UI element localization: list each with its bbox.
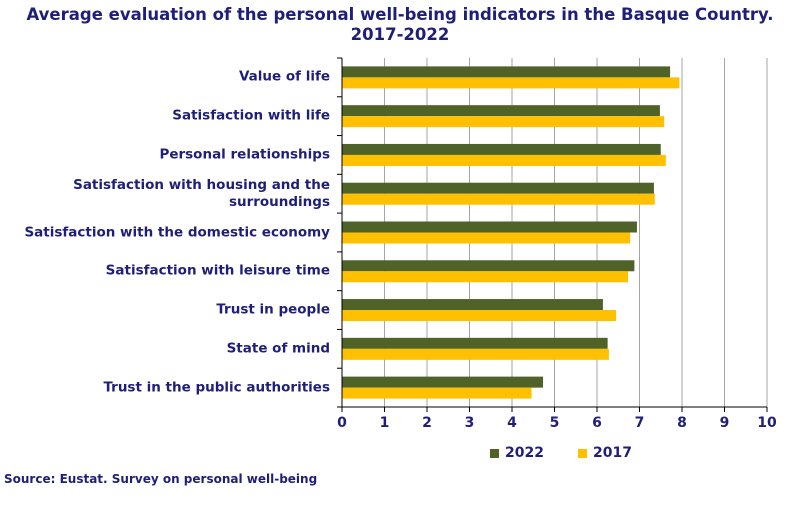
category-label: Trust in people <box>216 301 330 318</box>
category-label: Satisfaction with leisure time <box>105 262 330 279</box>
category-label: Satisfaction with life <box>172 107 330 124</box>
category-label: Personal relationships <box>159 146 330 163</box>
x-tick-label-1: 1 <box>379 415 390 431</box>
bar-2017-1 <box>342 116 665 128</box>
bar-2022-8 <box>342 376 544 388</box>
category-label: Trust in the public authorities <box>103 379 330 396</box>
source-note: Source: Eustat. Survey on personal well-… <box>4 472 318 486</box>
x-tick-label-2: 2 <box>422 415 432 431</box>
legend-item-2022: 2022 <box>490 445 544 461</box>
category-label: Value of life <box>238 68 330 85</box>
x-tick-label-9: 9 <box>719 415 730 431</box>
x-tick-label-5: 5 <box>549 415 560 431</box>
x-tick-label-8: 8 <box>677 415 687 431</box>
bar-2017-7 <box>342 348 609 360</box>
x-tick-label-0: 0 <box>337 415 347 431</box>
category-label: Satisfaction with the domestic economy <box>24 224 330 240</box>
legend-swatch-2022 <box>490 448 499 458</box>
chart-title-line-1: Average evaluation of the personal well-… <box>26 5 774 24</box>
bar-2022-7 <box>342 337 608 349</box>
x-tick-label-7: 7 <box>634 415 645 431</box>
bar-2022-6 <box>342 299 603 311</box>
bar-2017-8 <box>342 387 532 399</box>
bar-2022-5 <box>342 260 635 272</box>
bar-2017-6 <box>342 310 617 322</box>
legend: 2022 2017 <box>490 445 632 461</box>
chart-title-line-2: 2017-2022 <box>350 25 450 44</box>
bar-2022-4 <box>342 221 637 233</box>
category-label: Satisfaction with housing and the surrou… <box>73 176 330 210</box>
x-tick-label-3: 3 <box>464 415 475 431</box>
bar-2017-3 <box>342 193 655 205</box>
bar-2022-2 <box>342 143 661 155</box>
category-label: State of mind <box>226 340 330 357</box>
x-tick-label-6: 6 <box>592 415 602 431</box>
chart-title: Average evaluation of the personal well-… <box>0 5 800 45</box>
bar-2017-0 <box>342 77 680 89</box>
bar-2017-2 <box>342 154 666 166</box>
bar-2017-4 <box>342 232 631 244</box>
legend-label-2022: 2022 <box>505 445 544 461</box>
x-tick-label-4: 4 <box>507 415 517 431</box>
legend-swatch-2017 <box>577 448 587 458</box>
legend-label-2017: 2017 <box>592 445 632 461</box>
bar-2022-1 <box>342 105 660 117</box>
bar-2022-0 <box>342 66 671 78</box>
x-tick-label-10: 10 <box>757 415 777 431</box>
bar-2022-3 <box>342 182 654 194</box>
bar-2017-5 <box>342 271 629 283</box>
legend-item-2017: 2017 <box>577 445 632 461</box>
